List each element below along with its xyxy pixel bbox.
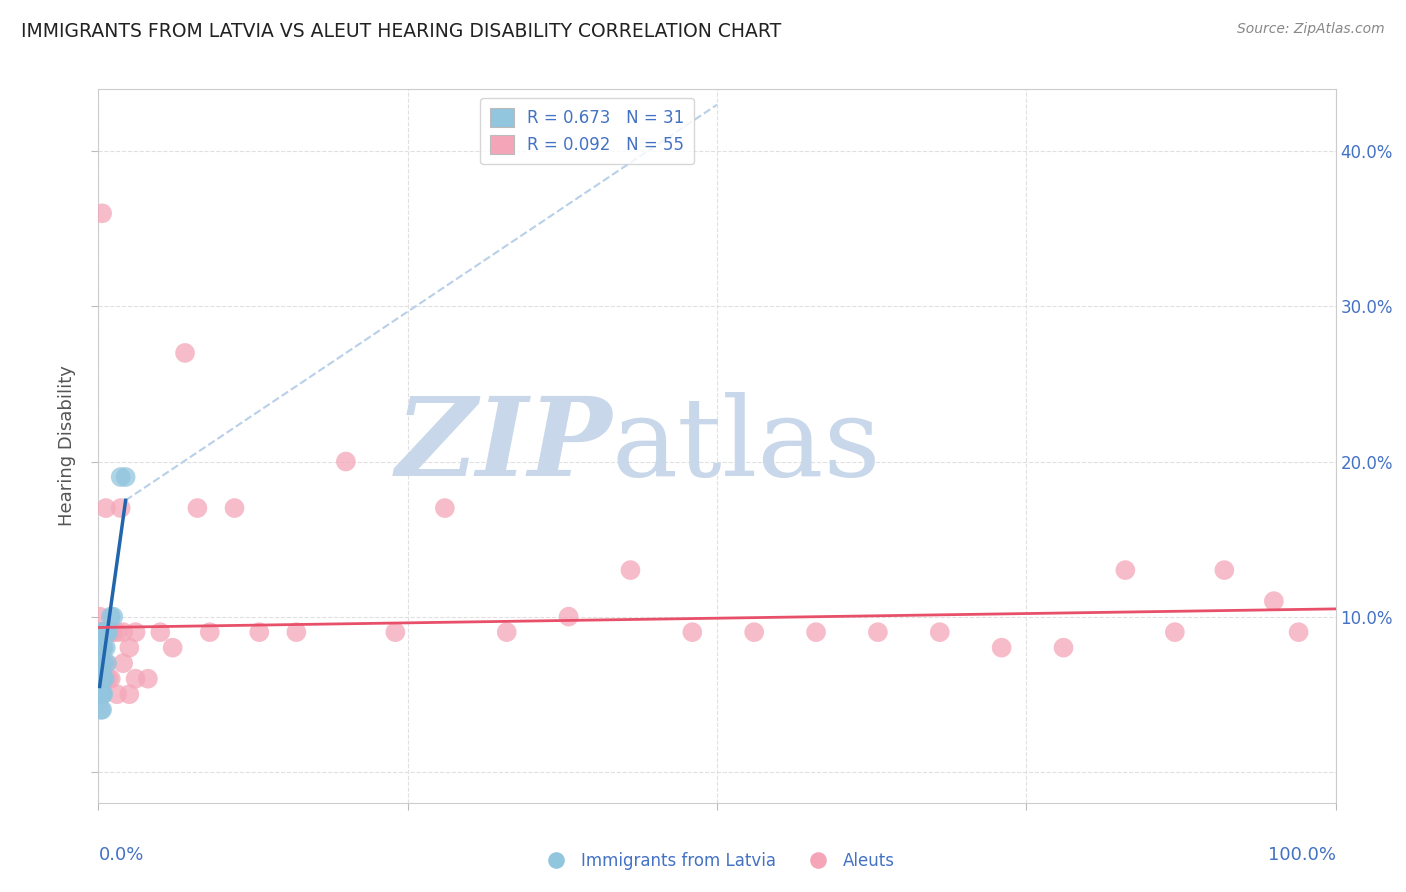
Point xyxy=(162,640,184,655)
Point xyxy=(93,640,115,655)
Point xyxy=(100,609,122,624)
Text: Source: ZipAtlas.com: Source: ZipAtlas.com xyxy=(1237,22,1385,37)
Point xyxy=(118,687,141,701)
Text: ZIP: ZIP xyxy=(395,392,612,500)
Point xyxy=(186,501,208,516)
Point xyxy=(1288,625,1310,640)
Point xyxy=(866,625,889,640)
Point xyxy=(91,640,114,655)
Point xyxy=(619,563,641,577)
Point xyxy=(681,625,703,640)
Point xyxy=(103,609,125,624)
Point xyxy=(90,703,112,717)
Point xyxy=(1052,640,1074,655)
Point xyxy=(110,470,132,484)
Point xyxy=(93,672,115,686)
Point xyxy=(112,656,135,670)
Point xyxy=(1213,563,1236,577)
Point xyxy=(91,687,114,701)
Point xyxy=(97,625,120,640)
Point xyxy=(89,672,111,686)
Point xyxy=(94,501,117,516)
Point xyxy=(91,687,114,701)
Point xyxy=(1164,625,1187,640)
Text: 0.0%: 0.0% xyxy=(98,846,143,863)
Point xyxy=(118,640,141,655)
Y-axis label: Hearing Disability: Hearing Disability xyxy=(58,366,76,526)
Point xyxy=(335,454,357,468)
Point xyxy=(91,672,114,686)
Point xyxy=(112,625,135,640)
Point xyxy=(114,470,136,484)
Point xyxy=(384,625,406,640)
Point xyxy=(110,501,132,516)
Point xyxy=(91,625,114,640)
Point xyxy=(91,625,114,640)
Point xyxy=(100,672,122,686)
Point xyxy=(100,625,122,640)
Point xyxy=(93,625,115,640)
Point xyxy=(93,656,115,670)
Point xyxy=(91,703,114,717)
Point xyxy=(742,625,765,640)
Legend: Immigrants from Latvia, Aleuts: Immigrants from Latvia, Aleuts xyxy=(533,846,901,877)
Point xyxy=(433,501,456,516)
Point xyxy=(89,609,111,624)
Point xyxy=(91,206,114,220)
Point xyxy=(136,672,159,686)
Point xyxy=(149,625,172,640)
Point xyxy=(90,625,112,640)
Point xyxy=(103,625,125,640)
Point xyxy=(90,687,112,701)
Point xyxy=(1114,563,1136,577)
Point xyxy=(91,672,114,686)
Point xyxy=(198,625,221,640)
Point xyxy=(93,625,115,640)
Point xyxy=(990,640,1012,655)
Point xyxy=(557,609,579,624)
Point xyxy=(93,656,115,670)
Point xyxy=(105,625,128,640)
Point xyxy=(93,625,115,640)
Text: 100.0%: 100.0% xyxy=(1268,846,1336,863)
Point xyxy=(285,625,308,640)
Point xyxy=(91,625,114,640)
Point xyxy=(495,625,517,640)
Point xyxy=(124,625,146,640)
Point xyxy=(1263,594,1285,608)
Point xyxy=(804,625,827,640)
Point xyxy=(91,656,114,670)
Text: atlas: atlas xyxy=(612,392,882,500)
Point xyxy=(91,656,114,670)
Point xyxy=(96,625,118,640)
Point xyxy=(93,640,115,655)
Point xyxy=(93,687,115,701)
Point xyxy=(224,501,246,516)
Point xyxy=(90,656,112,670)
Point xyxy=(89,687,111,701)
Point xyxy=(90,672,112,686)
Point xyxy=(94,640,117,655)
Point xyxy=(94,656,117,670)
Point xyxy=(96,656,118,670)
Point xyxy=(124,672,146,686)
Point xyxy=(97,672,120,686)
Point xyxy=(89,656,111,670)
Point xyxy=(97,625,120,640)
Point xyxy=(89,625,111,640)
Point xyxy=(247,625,270,640)
Point xyxy=(93,672,115,686)
Text: IMMIGRANTS FROM LATVIA VS ALEUT HEARING DISABILITY CORRELATION CHART: IMMIGRANTS FROM LATVIA VS ALEUT HEARING … xyxy=(21,22,782,41)
Point xyxy=(96,625,118,640)
Point xyxy=(93,672,115,686)
Point xyxy=(105,687,128,701)
Point xyxy=(174,346,197,360)
Point xyxy=(90,640,112,655)
Point xyxy=(928,625,950,640)
